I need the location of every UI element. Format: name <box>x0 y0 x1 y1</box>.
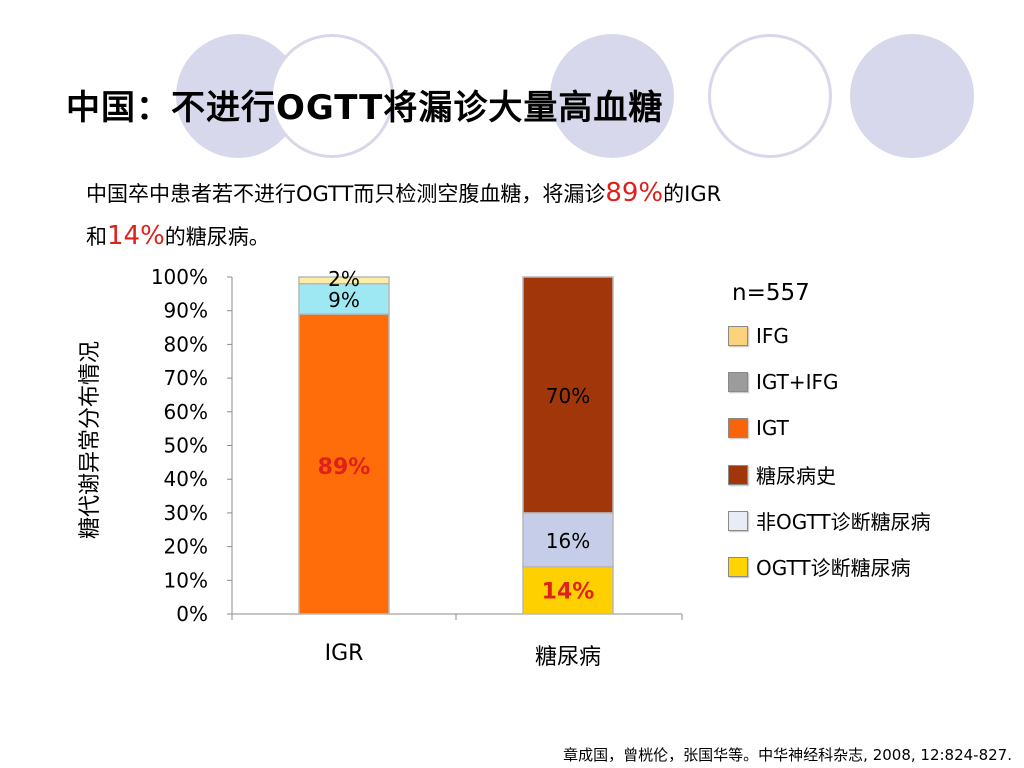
legend-item: 糖尿病史 <box>728 460 836 489</box>
legend-label: 非OGTT诊断糖尿病 <box>756 510 931 534</box>
bar-segment <box>298 276 390 285</box>
bar-segment <box>522 512 614 568</box>
y-tick-label: 20% <box>164 535 208 559</box>
decorative-ring <box>270 34 394 158</box>
sample-size-label: n=557 <box>732 280 810 306</box>
slide-subtitle: 中国卒中患者若不进行OGTT而只检测空腹血糖，将漏诊89%的IGR 和14%的糖尿… <box>86 172 956 258</box>
legend-label: IGT <box>756 416 789 440</box>
bar-segment <box>522 566 614 615</box>
y-tick-label: 70% <box>164 366 208 390</box>
decorative-circle <box>850 34 974 158</box>
bar-segment <box>298 313 390 615</box>
bar-segment <box>298 282 390 315</box>
decorative-circle <box>550 34 674 158</box>
subtitle-text: 和 <box>86 225 107 249</box>
legend-item: IGT <box>728 416 789 440</box>
data-label: 16% <box>546 529 590 553</box>
y-tick-label: 30% <box>164 501 208 525</box>
y-tick-label: 100% <box>151 265 208 289</box>
y-tick-label: 40% <box>164 467 208 491</box>
data-label: 2% <box>328 267 360 291</box>
data-label: 70% <box>546 384 590 408</box>
legend-label: OGTT诊断糖尿病 <box>756 556 911 580</box>
legend-swatch <box>728 464 748 485</box>
legend-swatch <box>728 372 748 392</box>
y-tick-label: 50% <box>164 434 208 458</box>
y-tick-label: 0% <box>176 602 208 626</box>
x-tick-label: 糖尿病 <box>535 645 601 670</box>
data-label: 9% <box>328 288 360 312</box>
subtitle-text: 的糖尿病。 <box>164 225 270 249</box>
legend-item: IGT+IFG <box>728 370 839 394</box>
data-label: 14% <box>542 579 595 604</box>
subtitle-text: 的IGR <box>663 182 722 206</box>
legend-swatch <box>728 326 748 346</box>
legend-swatch <box>728 418 748 438</box>
y-tick-label: 10% <box>164 568 208 592</box>
slide-title: 中国：不进行OGTT将漏诊大量高血糖 <box>66 88 664 128</box>
subtitle-text: 中国卒中患者若不进行OGTT而只检测空腹血糖，将漏诊 <box>86 182 606 206</box>
legend-label: 糖尿病史 <box>756 464 836 488</box>
y-tick-label: 80% <box>164 332 208 356</box>
y-tick-label: 60% <box>164 400 208 424</box>
x-tick-label: IGR <box>325 641 364 666</box>
data-label: 89% <box>318 455 371 480</box>
subtitle-highlight-igr: 89% <box>605 178 664 208</box>
legend-swatch <box>728 556 748 577</box>
legend-swatch <box>728 510 748 531</box>
subtitle-highlight-diabetes: 14% <box>107 221 165 251</box>
legend-item: IFG <box>728 324 789 348</box>
legend-item: OGTT诊断糖尿病 <box>728 552 911 581</box>
legend-item: 非OGTT诊断糖尿病 <box>728 506 931 535</box>
legend-label: IFG <box>756 324 789 348</box>
bar-segment <box>522 276 614 514</box>
decorative-ring <box>708 34 832 158</box>
citation: 章成国，曾桄伦，张国华等。中华神经科杂志, 2008, 12:824-827. <box>563 746 1012 764</box>
y-tick-label: 90% <box>164 299 208 323</box>
legend-label: IGT+IFG <box>756 370 839 394</box>
